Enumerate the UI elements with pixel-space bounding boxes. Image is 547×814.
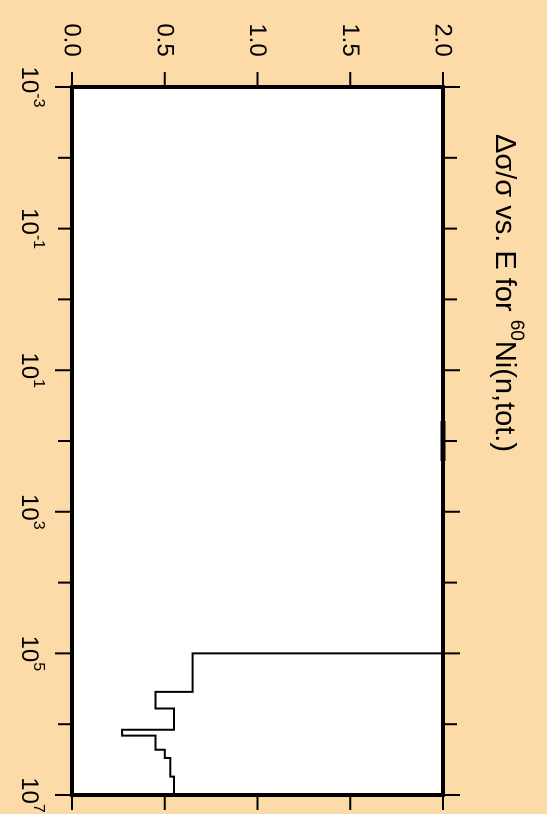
plot-frame [70,85,445,797]
value-tick-label: 0.0 [59,23,86,56]
energy-tick-label: 10-3 [17,67,48,108]
value-tick-label: 1.5 [337,23,364,56]
energy-tick-label: 105 [17,636,48,672]
energy-tick-label: 101 [17,352,48,388]
energy-tick-label: 107 [17,777,48,813]
energy-tick-label: 10-1 [17,208,48,249]
chart-title: Δσ/σ vs. E for 60Ni(n,tot.) [489,134,528,452]
value-tick-label: 0.5 [151,23,178,56]
series-line [121,652,443,795]
value-tick-label: 2.0 [430,23,457,56]
energy-tick-label: 103 [17,494,48,530]
value-tick-label: 1.0 [244,23,271,56]
